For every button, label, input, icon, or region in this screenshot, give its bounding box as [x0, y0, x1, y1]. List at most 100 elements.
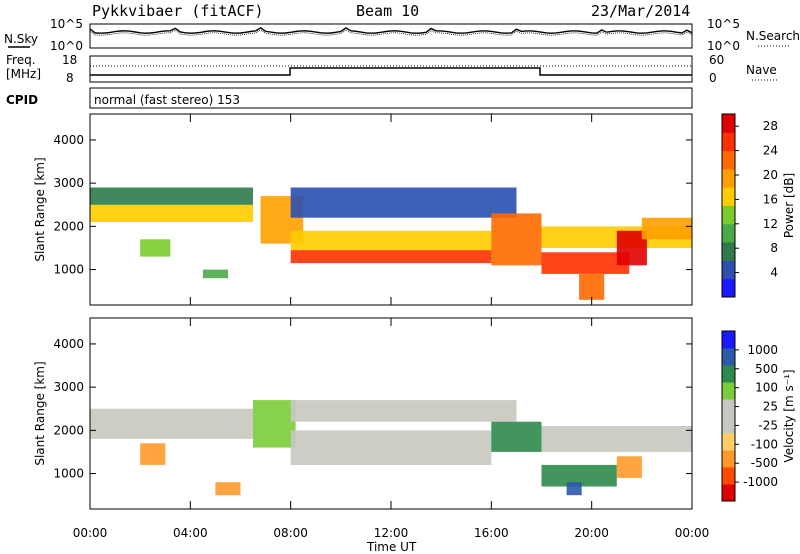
power-colorbar-segment — [722, 114, 735, 133]
nave-label: Nave — [746, 63, 777, 77]
power-panel: 1000 2000 3000 4000 Slant Range [km] 4 8 12 16 20… — [33, 113, 796, 306]
station-title: Pykkvibaer (fitACF) — [92, 2, 264, 20]
power-y-tick-label: 4000 — [53, 133, 84, 147]
velocity-colorbar-segment — [722, 433, 735, 451]
velocity-scatter-region — [566, 482, 582, 496]
time-axis-tick-label: 20:00 — [574, 526, 609, 540]
cpid-label: CPID — [6, 93, 38, 107]
velocity-y-axis-label: Slant Range [km] — [33, 361, 47, 465]
cpid-value: normal (fast stereo) 153 — [94, 93, 240, 107]
velocity-scatter-region — [491, 421, 542, 452]
power-colorbar-segment — [722, 187, 735, 206]
power-colorbar-tick-label: 24 — [763, 144, 778, 158]
power-y-tick-label: 3000 — [53, 176, 84, 190]
velocity-colorbar-segment — [722, 467, 735, 485]
velocity-colorbar-label: Velocity [m s⁻¹] — [782, 369, 796, 462]
power-scatter-region — [541, 252, 630, 274]
velocity-colorbar-tick-label: 500 — [755, 362, 778, 376]
date-label: 23/Mar/2014 — [591, 2, 690, 20]
power-colorbar-segment — [722, 223, 735, 243]
freq-tick-top: 18 — [62, 53, 77, 67]
power-colorbar-segment — [722, 278, 735, 298]
power-scatter-region — [202, 269, 228, 279]
time-axis-tick-label: 08:00 — [273, 526, 308, 540]
nave-tick-bottom: 0 — [709, 71, 717, 85]
velocity-scatter-region — [541, 426, 692, 452]
power-y-axis-label: Slant Range [km] — [33, 157, 47, 261]
velocity-colorbar-tick-label: -1000 — [743, 475, 778, 489]
power-colorbar-segment — [722, 260, 735, 280]
freq-panel-frame — [89, 55, 693, 83]
noise-sky-line — [89, 26, 693, 34]
power-scatter-region — [90, 204, 253, 222]
velocity-colorbar-segment — [722, 416, 735, 434]
velocity-scatter-region — [616, 456, 642, 478]
power-scatter-region — [290, 187, 517, 218]
beam-label: Beam 10 — [356, 2, 419, 20]
noise-right-axis-top: 10^5 — [707, 17, 740, 31]
velocity-colorbar-segment — [722, 382, 735, 400]
power-colorbar-tick-label: 8 — [770, 241, 778, 255]
velocity-colorbar-tick-label: -500 — [751, 456, 778, 470]
noise-panel: N.Sky 10^5 10^0 10^5 10^0 N.Search — [4, 17, 800, 53]
time-axis-tick-label: 00:00 — [675, 526, 710, 540]
freq-label-2: [MHz] — [6, 67, 41, 81]
cpid-panel-frame — [89, 87, 693, 109]
noise-axis-bottom: 10^0 — [50, 39, 83, 53]
velocity-colorbar-segment — [722, 484, 735, 502]
power-colorbar-label: Power [dB] — [782, 173, 796, 238]
time-axis-tick-label: 04:00 — [173, 526, 208, 540]
freq-panel: Freq. [MHz] 18 8 60 0 Nave — [6, 53, 778, 85]
power-colorbar-segment — [722, 132, 735, 152]
velocity-colorbar-segment — [722, 331, 735, 349]
velocity-colorbar-tick-label: -25 — [758, 418, 778, 432]
noise-panel-frame — [89, 23, 693, 49]
velocity-scatter-region — [215, 482, 241, 496]
velocity-colorbar-frame — [721, 330, 736, 502]
velocity-colorbar-tick-label: 100 — [755, 381, 778, 395]
power-colorbar-segment — [722, 150, 735, 170]
velocity-panel: 1000 2000 3000 4000 Slant Range [km] -1000 -50… — [33, 317, 796, 510]
power-colorbar-segment — [722, 242, 735, 261]
power-scatter-region — [641, 217, 692, 240]
velocity-scatter-region — [541, 464, 617, 487]
velocity-y-tick-label: 3000 — [53, 380, 84, 394]
freq-tick-bottom: 8 — [66, 71, 74, 85]
noise-right-axis-bottom: 10^0 — [707, 39, 740, 53]
velocity-colorbar-tick-label: 25 — [763, 400, 778, 414]
power-y-tick-label: 1000 — [53, 263, 84, 277]
nave-tick-top: 60 — [709, 53, 724, 67]
velocity-colorbar-segment — [722, 450, 735, 468]
velocity-y-tick-label: 2000 — [53, 423, 84, 437]
power-colorbar-segment — [722, 168, 735, 188]
velocity-colorbar-segment — [722, 348, 735, 366]
power-scatter-region — [491, 213, 542, 266]
power-colorbar-tick-label: 4 — [770, 266, 778, 280]
velocity-colorbar-segment — [722, 399, 735, 417]
velocity-y-tick-label: 4000 — [53, 337, 84, 351]
power-scatter-region — [290, 250, 492, 264]
power-colorbar-tick-label: 16 — [763, 192, 778, 206]
noise-sky-label: N.Sky — [4, 32, 38, 46]
power-colorbar-tick-label: 28 — [763, 119, 778, 133]
velocity-y-tick-label: 1000 — [53, 467, 84, 481]
time-axis: 00:00 04:00 08:00 12:00 16:00 20:00 00:00 — [73, 526, 710, 540]
noise-axis-top: 10^5 — [50, 17, 83, 31]
power-colorbar-tick-label: 12 — [763, 217, 778, 231]
velocity-colorbar-tick-label: 1000 — [747, 343, 778, 357]
freq-label-1: Freq. — [6, 53, 36, 67]
power-scatter-region — [579, 273, 605, 300]
power-scatter-region — [140, 239, 171, 257]
power-colorbar-segment — [722, 205, 735, 225]
velocity-colorbar-tick-label: -100 — [751, 437, 778, 451]
power-scatter-region — [90, 187, 253, 205]
time-axis-tick-label: 16:00 — [474, 526, 509, 540]
noise-search-label: N.Search — [746, 29, 800, 43]
power-colorbar-tick-label: 20 — [763, 168, 778, 182]
velocity-scatter-region — [140, 443, 166, 465]
freq-line — [90, 67, 692, 76]
velocity-scatter-region — [290, 430, 492, 465]
power-scatter-region — [290, 230, 492, 251]
time-axis-tick-label: 12:00 — [374, 526, 409, 540]
velocity-scatter-region — [290, 400, 517, 422]
